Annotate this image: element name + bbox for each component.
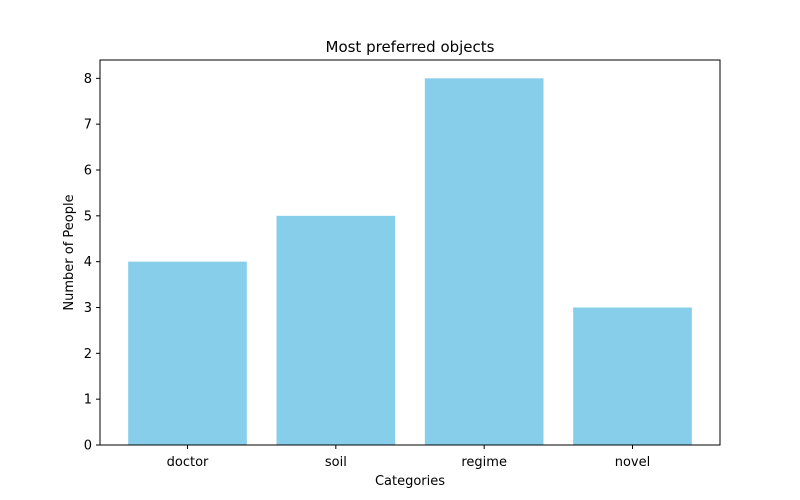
y-axis-label: Number of People: [62, 194, 77, 310]
y-tick-label: 5: [84, 209, 92, 224]
y-tick-label: 4: [84, 255, 92, 270]
y-axis-ticks: 0 1 2 3 4 5 6 7 8: [84, 72, 100, 454]
chart-title: Most preferred objects: [326, 38, 495, 56]
x-tick-label: novel: [615, 455, 651, 470]
plot-frame: [99, 59, 721, 446]
y-tick-label: 7: [84, 118, 92, 133]
y-tick-label: 8: [84, 72, 92, 87]
y-tick-label: 2: [84, 347, 92, 362]
y-tick-label: 1: [84, 393, 92, 408]
x-tick-label: regime: [461, 455, 507, 470]
x-tick-label: soil: [325, 455, 347, 470]
bar-novel: [573, 307, 692, 445]
y-tick-label: 3: [84, 301, 92, 316]
bars-layer: [128, 78, 692, 445]
bar-regime: [424, 78, 544, 445]
y-tick-label: 6: [84, 164, 92, 179]
y-tick-label: 0: [84, 439, 92, 454]
x-axis-label: Categories: [375, 474, 445, 489]
bar-doctor: [128, 261, 247, 445]
x-axis-ticks: doctor soil regime novel: [167, 445, 651, 470]
x-tick-label: doctor: [167, 455, 209, 470]
bar-soil: [276, 215, 396, 445]
